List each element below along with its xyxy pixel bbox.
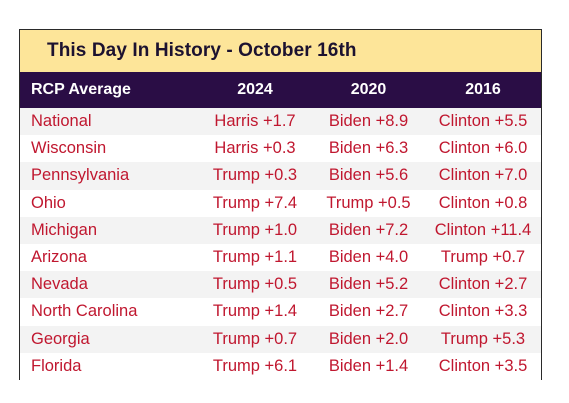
- cell-value-2020: Trump +0.5: [326, 193, 411, 212]
- cell-region: Wisconsin: [31, 139, 107, 158]
- table-row: Michigan Trump +1.0 Biden +7.2 Clinton +11.…: [20, 216, 541, 244]
- title-bar: This Day In History - October 16th: [20, 30, 541, 72]
- table-row: Wisconsin Harris +0.3 Biden +6.3 Clinton +6…: [20, 135, 541, 163]
- header-2024: 2024: [237, 81, 273, 98]
- cell-value-2024: Trump +1.1: [212, 248, 298, 267]
- table-row: Georgia Trump +0.7 Biden +2.0 Trump +5.3: [20, 325, 541, 353]
- cell-value-2024: Trump +1.4: [212, 302, 298, 321]
- cell-value-2016: Clinton +7.0: [438, 166, 528, 185]
- cell-region: National: [31, 112, 92, 131]
- cell-value-2020: Biden +7.2: [328, 220, 409, 239]
- cell-value-2020: Biden +5.6: [328, 166, 409, 185]
- cell-value-2016: Trump +5.3: [440, 329, 526, 348]
- cell-value-2024: Trump +0.7: [212, 329, 298, 348]
- table-title: This Day In History - October 16th: [47, 40, 357, 61]
- header-2020: 2020: [350, 81, 387, 98]
- cell-value-2024: Trump +6.1: [212, 356, 298, 375]
- table-header: RCP Average 2024 2020 2016: [20, 72, 541, 108]
- header-row: RCP Average 2024 2020 2016: [20, 72, 541, 108]
- cell-region: Arizona: [31, 248, 87, 267]
- cell-value-2020: Biden +6.3: [328, 139, 409, 158]
- cell-value-2024: Harris +0.3: [214, 139, 296, 158]
- cell-region: Georgia: [31, 329, 90, 348]
- cell-value-2020: Biden +2.0: [328, 329, 409, 348]
- cell-value-2024: Trump +0.5: [212, 275, 298, 294]
- table-row: National Harris +1.7 Biden +8.9 Clinton +5.…: [20, 108, 541, 136]
- cell-value-2016: Clinton +5.5: [438, 112, 528, 131]
- cell-value-2024: Harris +1.7: [214, 112, 296, 131]
- cell-region: Nevada: [31, 275, 88, 294]
- cell-value-2016: Clinton +3.5: [438, 356, 528, 375]
- rcp-average-table: RCP Average 2024 2020 2016 National Harri…: [20, 72, 541, 380]
- cell-value-2024: Trump +1.0: [212, 220, 298, 239]
- cell-value-2016: Clinton +3.3: [438, 302, 528, 321]
- cell-region: Ohio: [31, 193, 66, 212]
- cell-region: Michigan: [31, 220, 98, 239]
- cell-region: Florida: [31, 356, 82, 375]
- cell-region: North Carolina: [31, 302, 138, 321]
- history-table-card: This Day In History - October 16th RCP A…: [19, 29, 542, 380]
- table-body: National Harris +1.7 Biden +8.9 Clinton +5.…: [20, 108, 541, 380]
- cell-value-2020: Biden +4.0: [328, 248, 409, 267]
- cell-value-2016: Clinton +11.4: [434, 220, 532, 239]
- table-row: Arizona Trump +1.1 Biden +4.0 Trump +0.7: [20, 243, 541, 272]
- cell-value-2020: Biden +1.4: [328, 356, 409, 375]
- cell-value-2024: Trump +0.3: [212, 166, 298, 185]
- header-2016: 2016: [465, 81, 501, 98]
- cell-value-2024: Trump +7.4: [212, 193, 298, 212]
- cell-value-2016: Clinton +2.7: [438, 275, 528, 294]
- table-row: Pennsylvania Trump +0.3 Biden +5.6 Clinton …: [20, 162, 541, 190]
- table-row: North Carolina Trump +1.4 Biden +2.7 Clinto…: [20, 298, 541, 326]
- cell-value-2016: Clinton +0.8: [438, 193, 528, 212]
- cell-value-2016: Trump +0.7: [440, 248, 526, 267]
- cell-region: Pennsylvania: [31, 166, 130, 185]
- cell-value-2020: Biden +2.7: [328, 302, 409, 321]
- table-row: Ohio Trump +7.4 Trump +0.5 Clinton +0.8: [20, 189, 541, 217]
- header-rcp-average: RCP Average: [31, 81, 131, 98]
- cell-value-2020: Biden +8.9: [328, 112, 409, 131]
- cell-value-2016: Clinton +6.0: [438, 139, 528, 158]
- table-row: Florida Trump +6.1 Biden +1.4 Clinton +3.5: [20, 352, 541, 380]
- table-row: Nevada Trump +0.5 Biden +5.2 Clinton +2.7: [20, 271, 541, 299]
- cell-value-2020: Biden +5.2: [328, 275, 409, 294]
